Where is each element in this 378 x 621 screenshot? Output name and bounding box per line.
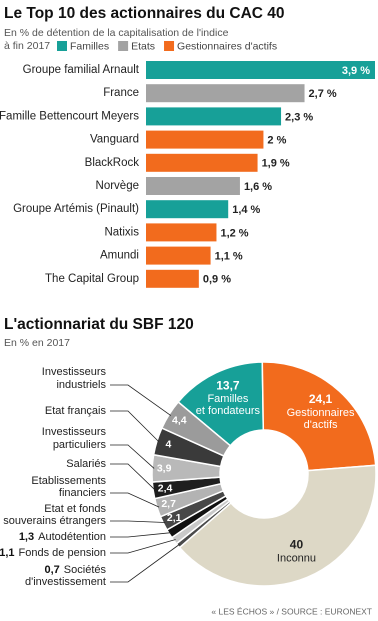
- bar: [146, 177, 240, 195]
- value-label: 4: [165, 438, 171, 450]
- slice-label: Sociétés: [64, 564, 107, 576]
- value-label: 2,7: [161, 498, 176, 510]
- legend-label: Familles: [70, 40, 109, 52]
- bar: [146, 269, 199, 288]
- slice-label: Investisseurs: [42, 426, 107, 438]
- bar: [146, 130, 264, 149]
- slice-label: Gestionnaires: [287, 407, 355, 419]
- bar: [146, 61, 375, 79]
- source: « LES ÉCHOS » / SOURCE : EURONEXT: [211, 606, 372, 616]
- leader-line: [110, 544, 180, 583]
- category-label: Vanguard: [90, 134, 139, 146]
- value-label: 2 %: [267, 135, 286, 147]
- chart-title: L'actionnariat du SBF 120: [4, 316, 194, 333]
- value-label: 24,1: [309, 392, 333, 406]
- legend-swatch: [164, 41, 175, 51]
- leader-line: [110, 520, 166, 523]
- bar: [146, 84, 305, 103]
- value-label: 4,4: [172, 415, 187, 427]
- slice-label: Etat et fonds: [44, 503, 106, 515]
- leader-line: [110, 532, 172, 538]
- value-label: 1,1: [0, 547, 15, 559]
- category-label: Groupe Artémis (Pinault): [13, 203, 139, 215]
- slice-label: souverains étrangers: [3, 515, 106, 527]
- slice-label: Salariés: [66, 458, 106, 470]
- leader-line: [110, 463, 156, 491]
- category-label: Amundi: [100, 250, 139, 262]
- category-label: France: [103, 87, 139, 99]
- slice-label: industriels: [56, 379, 106, 391]
- bar: [146, 246, 211, 265]
- bar: [146, 223, 217, 242]
- slice-label: Familles: [207, 393, 248, 405]
- slice-label: Fonds de pension: [19, 547, 106, 559]
- category-label: Famille Bettencourt Meyers: [0, 110, 139, 122]
- slice-label: Etat français: [45, 405, 107, 417]
- value-label: 1,6 %: [244, 181, 272, 193]
- slice-label: Etablissements: [31, 475, 106, 487]
- value-label: 2,3 %: [285, 111, 313, 123]
- leader-line: [110, 539, 176, 554]
- value-label: 1,2 %: [220, 227, 248, 239]
- category-label: The Capital Group: [45, 273, 139, 285]
- legend-swatch: [57, 41, 67, 51]
- legend-label: Etats: [131, 40, 155, 52]
- value-label: 2,4: [158, 482, 173, 494]
- leader-line: [110, 492, 160, 508]
- legend-label: Gestionnaires d'actifs: [177, 40, 277, 52]
- chart-subtitle: En % de détention de la capitalisation d…: [4, 27, 229, 39]
- slice: [178, 464, 377, 587]
- bar: [146, 107, 282, 126]
- value-label: 1,4 %: [232, 204, 260, 216]
- category-label: Groupe familial Arnault: [23, 64, 140, 76]
- bar: [146, 200, 229, 219]
- value-label: 0,7: [45, 564, 60, 576]
- slice: [261, 361, 377, 472]
- value-label: 2,1: [167, 512, 182, 524]
- slice-label: et fondateurs: [196, 405, 261, 417]
- category-label: Norvège: [96, 180, 139, 192]
- chart-subtitle: à fin 2017: [4, 40, 50, 52]
- leader-line: [110, 410, 160, 443]
- category-label: Natixis: [104, 226, 139, 238]
- slice-label: Investisseurs: [42, 366, 107, 378]
- value-label: 13,7: [216, 378, 240, 392]
- bar: [146, 153, 258, 172]
- value-label: 1,1 %: [215, 251, 243, 263]
- chart-subtitle: En % en 2017: [4, 337, 70, 349]
- slice: [160, 400, 232, 457]
- leader-line: [110, 384, 172, 416]
- slice-label: Inconnu: [277, 552, 316, 564]
- value-label: 2,7 %: [309, 88, 337, 100]
- value-label: 1,9 %: [262, 158, 290, 170]
- value-label: 0,9 %: [203, 274, 231, 286]
- slice-label: d'investissement: [25, 576, 106, 588]
- slice-label: particuliers: [53, 439, 107, 451]
- chart-title: Le Top 10 des actionnaires du CAC 40: [4, 5, 285, 22]
- slice-label: d'actifs: [304, 419, 338, 431]
- value-label: 3,9: [157, 463, 172, 475]
- leader-line: [110, 444, 155, 469]
- slice-label: Autodétention: [38, 531, 106, 543]
- value-label: 3,9 %: [342, 65, 370, 77]
- category-label: BlackRock: [85, 157, 140, 169]
- legend-swatch: [118, 41, 129, 51]
- value-label: 40: [290, 538, 304, 552]
- slice-label: financiers: [59, 487, 107, 499]
- value-label: 1,3: [19, 531, 34, 543]
